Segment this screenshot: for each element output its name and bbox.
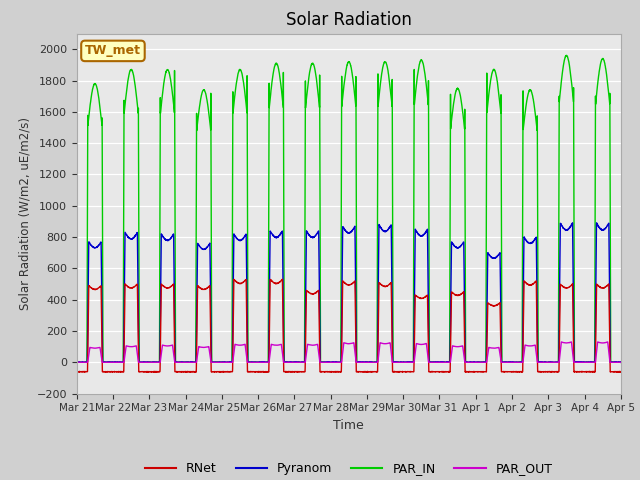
RNet [616,369,624,375]
Legend: RNet, Pyranom, PAR_IN, PAR_OUT: RNet, Pyranom, PAR_IN, PAR_OUT [140,457,557,480]
PAR_OUT [73,360,81,365]
Line: Pyranom: Pyranom [77,223,621,362]
PAR_OUT [441,360,449,365]
PAR_IN [617,360,625,365]
PAR_IN [563,52,570,58]
X-axis label: Time: Time [333,419,364,432]
Pyranom [617,360,625,365]
Pyranom [328,360,336,365]
Pyranom [616,360,624,365]
PAR_OUT [604,339,612,345]
PAR_OUT [171,359,179,365]
Pyranom [471,359,479,365]
RNet [278,276,286,282]
PAR_IN [441,360,449,365]
PAR_OUT [73,360,81,365]
Title: Solar Radiation: Solar Radiation [286,11,412,29]
PAR_OUT [616,360,624,365]
RNet [441,369,449,375]
RNet [502,369,509,374]
PAR_IN [471,360,479,365]
RNet [471,369,479,374]
Line: RNet: RNet [77,279,621,372]
RNet [329,369,337,374]
RNet [215,369,223,375]
PAR_IN [73,360,81,365]
Pyranom [502,360,509,365]
Pyranom [440,360,448,365]
PAR_IN [329,359,337,365]
RNet [171,344,179,349]
Pyranom [569,220,577,226]
PAR_IN [73,360,81,365]
Line: PAR_IN: PAR_IN [77,55,621,362]
PAR_OUT [502,360,509,365]
Line: PAR_OUT: PAR_OUT [77,342,621,362]
PAR_OUT [617,360,625,365]
RNet [617,369,625,375]
Text: TW_met: TW_met [85,44,141,58]
PAR_IN [616,359,624,365]
Pyranom [73,360,81,365]
Y-axis label: Solar Radiation (W/m2, uE/m2/s): Solar Radiation (W/m2, uE/m2/s) [18,117,31,310]
PAR_OUT [471,360,479,365]
PAR_IN [171,108,179,114]
Pyranom [171,312,179,317]
PAR_IN [502,360,509,365]
PAR_OUT [329,360,337,365]
RNet [73,369,81,374]
